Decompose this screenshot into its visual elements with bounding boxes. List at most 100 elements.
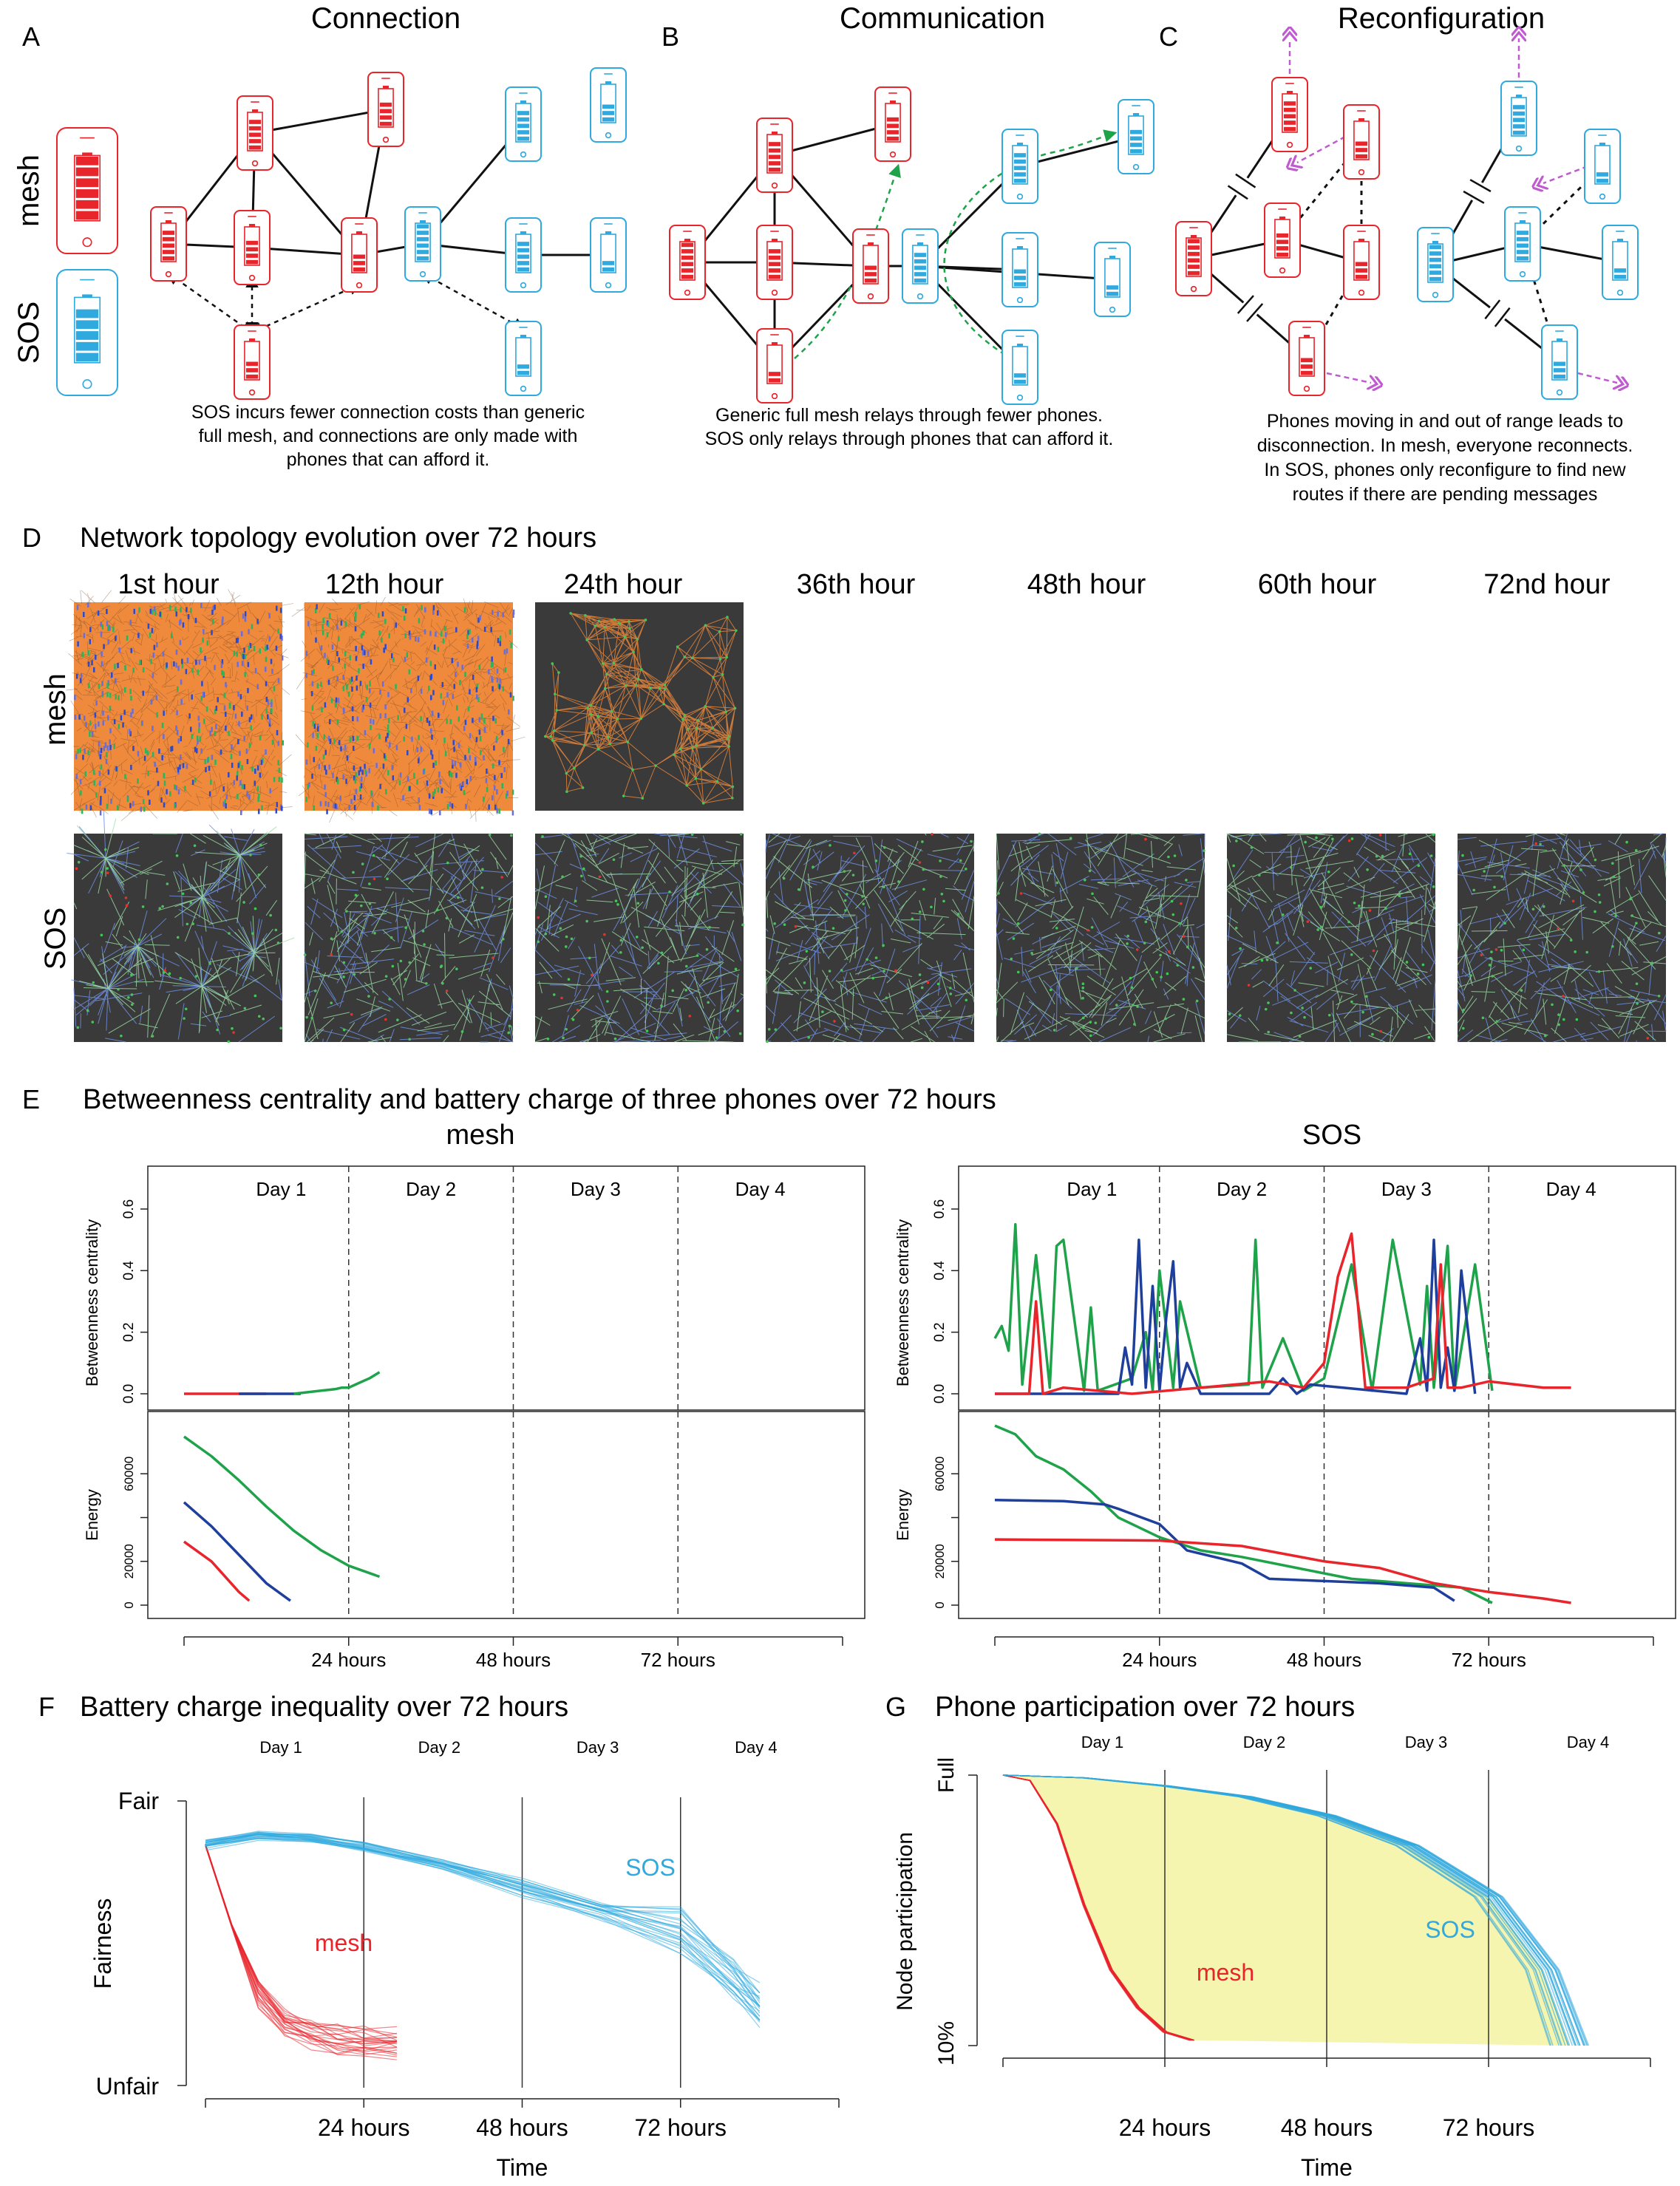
phone-icon xyxy=(505,86,542,162)
panel-c-title: Reconfiguration xyxy=(1338,2,1545,35)
day-label: Day 2 xyxy=(1243,1733,1285,1751)
caption-line: SOS incurs fewer connection costs than g… xyxy=(191,402,585,423)
y-tick-label: 20000 xyxy=(933,1544,947,1579)
phone-icon xyxy=(590,217,627,293)
y-axis: 0.0 0.2 0.4 0.6 Betweenness centrality xyxy=(894,1199,959,1403)
fairness-chart: Fair Unfair Fairness Day 1 Day 2 Day 3 Day 4 24… xyxy=(89,1738,840,2181)
y-tick-label: 20000 xyxy=(122,1544,136,1579)
x-axis-label: Time xyxy=(1301,2154,1353,2181)
series-line-sos xyxy=(205,1834,761,1999)
legend-sos-label: SOS xyxy=(13,302,45,364)
series-line-sos xyxy=(205,1833,761,1994)
x-tick-label: 72 hours xyxy=(1443,2114,1535,2141)
y-axis: 0 20000 60000 Energy xyxy=(894,1457,959,1609)
phone-icon xyxy=(404,206,441,282)
series-line-sos xyxy=(205,1837,761,2021)
y-axis: 0 20000 60000 Energy xyxy=(83,1457,148,1609)
panel-d-title: Network topology evolution over 72 hours xyxy=(80,522,596,554)
betweenness-energy-charts: 0.0 0.2 0.4 0.6 Betweenness centrality Day 1 D… xyxy=(83,1165,1676,1671)
caption-line: Phones moving in and out of range leads … xyxy=(1267,411,1623,432)
x-tick-label: 48 hours xyxy=(1281,2114,1373,2141)
phone-icon xyxy=(1271,77,1308,152)
phone-icon xyxy=(367,72,404,147)
topology-snapshots xyxy=(66,589,1667,1043)
panel-a-letter: A xyxy=(22,21,40,52)
series-line-sos xyxy=(205,1839,761,2028)
series-line-blue xyxy=(995,1238,1477,1395)
series-line-sos xyxy=(205,1834,761,1997)
topology-tile xyxy=(303,833,514,1043)
x-tick-label: 48 hours xyxy=(476,1649,551,1671)
sos-label: SOS xyxy=(1425,1916,1475,1943)
y-tick-label: 60000 xyxy=(933,1457,947,1491)
series-line-sos xyxy=(205,1838,761,2021)
caption-line: routes if there are pending messages xyxy=(1293,484,1598,505)
y-axis: Fair Unfair Fairness xyxy=(89,1788,187,2100)
phone-icon xyxy=(1602,225,1639,300)
topology-tile xyxy=(66,589,294,821)
sos-subtitle: SOS xyxy=(1302,1120,1361,1151)
phone-icon xyxy=(341,217,378,293)
panel-e-title: Betweenness centrality and battery charg… xyxy=(83,1084,996,1115)
participation-chart: Full 10% Node participation Day 1 Day 2 Day 3… xyxy=(893,1733,1651,2181)
day-label: Day 1 xyxy=(259,1738,302,1757)
phone-icon xyxy=(505,321,542,396)
link-line xyxy=(1235,173,1256,188)
phone-icon xyxy=(1001,232,1038,307)
topology-tile xyxy=(534,832,744,1043)
row-label-sos: SOS xyxy=(39,908,72,970)
topology-tile xyxy=(1457,833,1667,1043)
series-line-red xyxy=(994,1538,1571,1604)
day-label: Day 4 xyxy=(735,1178,786,1200)
series-line-sos xyxy=(205,1833,761,2014)
x-tick-label: 48 hours xyxy=(476,2114,568,2141)
hour-label: 36th hour xyxy=(797,569,916,600)
link-line xyxy=(254,108,387,135)
day-label: Day 1 xyxy=(256,1178,306,1200)
y-axis: Full 10% Node participation xyxy=(893,1757,978,2066)
y-axis-label: Energy xyxy=(894,1489,912,1541)
y-axis-label: Node participation xyxy=(893,1832,917,2011)
series-line-mesh xyxy=(205,1845,398,2054)
x-tick-label: 24 hours xyxy=(1122,1649,1197,1671)
caption-line: Generic full mesh relays through fewer p… xyxy=(715,405,1103,426)
topology-tile xyxy=(765,832,975,1043)
panel-b-caption: Generic full mesh relays through fewer p… xyxy=(705,405,1114,449)
x-tick-label: 72 hours xyxy=(1452,1649,1526,1671)
phone-icon xyxy=(1500,81,1537,156)
phone-icon xyxy=(1001,129,1038,204)
topology-tile xyxy=(535,602,744,811)
sos-label: SOS xyxy=(625,1854,676,1881)
connection-network-diagram xyxy=(56,67,627,400)
day-label: Day 2 xyxy=(1217,1178,1267,1200)
series-line-blue xyxy=(183,1501,291,1602)
series-line-red xyxy=(995,1232,1571,1395)
series-line-mesh xyxy=(205,1843,397,2030)
phone-icon xyxy=(1584,129,1621,204)
x-axis-label: Time xyxy=(497,2154,548,2181)
movement-arrow xyxy=(1326,372,1371,383)
row-label-mesh: mesh xyxy=(39,673,72,746)
caption-line: In SOS, phones only reconfigure to find … xyxy=(1264,460,1626,480)
panel-a-title: Connection xyxy=(311,2,460,35)
phone-icon xyxy=(237,95,273,171)
plot-frame xyxy=(147,1411,865,1619)
caption-line: disconnection. In mesh, everyone reconne… xyxy=(1257,435,1633,456)
series-line-sos xyxy=(205,1833,761,2023)
plot-frame xyxy=(958,1411,1676,1619)
link-line xyxy=(249,282,362,335)
phone-icon xyxy=(874,86,911,162)
day-label: Day 3 xyxy=(577,1738,619,1757)
phone-icon xyxy=(756,225,793,300)
phone-icon xyxy=(1288,321,1325,396)
y-tick-label: 0.6 xyxy=(121,1199,137,1219)
phone-icon xyxy=(150,206,187,282)
series-line-green xyxy=(183,1435,381,1579)
panel-b-letter: B xyxy=(662,21,679,52)
y-axis-label: Energy xyxy=(83,1489,101,1541)
series-line-sos xyxy=(205,1833,761,2008)
y-axis: 0.0 0.2 0.4 0.6 Betweenness centrality xyxy=(83,1199,148,1403)
caption-line: full mesh, and connections are only made… xyxy=(199,426,578,446)
series-line-green xyxy=(293,1371,381,1395)
